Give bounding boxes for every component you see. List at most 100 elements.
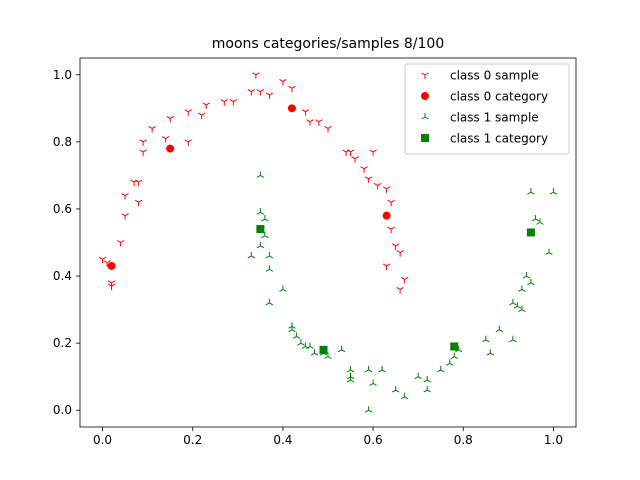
y-tick-label-4: 0.8 (53, 135, 72, 149)
series-2-point-36 (482, 335, 490, 343)
series-0-point-28 (306, 119, 314, 126)
y-tick-label-3: 0.6 (53, 202, 72, 216)
series-0-point-43 (382, 263, 391, 270)
y-tick-label-0: 0.0 (53, 403, 72, 417)
series-0-point-0 (98, 256, 107, 264)
series-2-point-12 (292, 332, 301, 339)
series-2-point-8 (265, 298, 274, 306)
legend-label-0: class 0 sample (450, 69, 539, 83)
legend-marker-2 (421, 113, 429, 120)
series-3-point-3 (526, 228, 535, 237)
series-2-point-16 (310, 349, 319, 356)
series-0-point-21 (247, 89, 256, 96)
series-0-point-42 (396, 250, 404, 257)
legend-marker-0 (421, 72, 429, 79)
series-2-point-7 (265, 251, 274, 259)
y-tick-label-2: 0.4 (53, 269, 72, 283)
series-2-point-3 (256, 241, 265, 249)
series-2-point-18 (324, 352, 332, 359)
series-0-point-36 (369, 149, 377, 156)
y-tick-label-1: 0.2 (53, 336, 72, 350)
series-2-point-42 (518, 285, 526, 292)
series-0-point-13 (161, 136, 170, 143)
series-2-point-47 (531, 215, 540, 222)
series-2-point-25 (369, 379, 377, 386)
series-2-point-41 (513, 302, 522, 309)
series-0-point-39 (387, 199, 395, 207)
series-0-point-41 (391, 243, 400, 250)
series-2-point-24 (364, 406, 373, 413)
series-0-point-12 (148, 126, 156, 133)
series-0-point-17 (198, 112, 206, 120)
series-2-point-6 (265, 265, 274, 272)
series-0-point-19 (220, 99, 229, 106)
series-2-point-22 (346, 376, 355, 383)
series-2-point-20 (346, 365, 355, 373)
series-3-point-2 (450, 342, 459, 351)
series-2-point-45 (527, 278, 535, 286)
x-tick-label-2: 0.4 (273, 433, 292, 447)
legend-label-3: class 1 category (450, 132, 548, 146)
chart-title: moons categories/samples 8/100 (212, 36, 444, 52)
x-tick-label-1: 0.2 (183, 433, 202, 447)
series-0-point-25 (279, 79, 287, 86)
x-tick-label-5: 1.0 (544, 433, 563, 447)
plot-area (98, 72, 558, 413)
series-0-point-18 (202, 102, 210, 109)
series-0-point-27 (301, 109, 310, 116)
series-1-point-3 (382, 211, 391, 220)
series-0-point-24 (265, 92, 274, 99)
series-2-point-44 (522, 272, 531, 279)
series-2-point-10 (288, 322, 296, 329)
legend-box (404, 63, 570, 155)
legend: class 0 sample class 0 category class 1 sa… (404, 63, 570, 155)
series-2-point-32 (437, 365, 445, 373)
series-0-point-11 (139, 139, 147, 146)
series-0-point-44 (400, 276, 409, 284)
series-0-point-32 (346, 149, 355, 156)
series-2-point-14 (301, 342, 310, 349)
series-0-point-26 (288, 85, 296, 93)
series-0-point-15 (184, 139, 192, 146)
series-0-point-33 (351, 156, 359, 163)
series-3-point-0 (256, 225, 265, 234)
series-0-point-7 (130, 179, 138, 187)
series-0-point-45 (396, 287, 404, 294)
series-0-point-4 (116, 240, 125, 247)
series-2-point-27 (391, 386, 400, 393)
series-0-point-31 (342, 149, 350, 156)
series-2-point-50 (549, 188, 558, 195)
series-2-point-5 (261, 231, 269, 239)
series-2-point-38 (495, 325, 504, 333)
series-0-point-9 (134, 199, 143, 207)
series-2-point-23 (364, 365, 373, 373)
series-2-point-31 (423, 386, 431, 393)
series-2-point-19 (337, 345, 346, 353)
series-2-point-11 (288, 325, 296, 333)
series-2-point-34 (450, 352, 458, 359)
series-0-point-3 (107, 283, 116, 291)
series-0-point-38 (382, 186, 391, 193)
series-2-point-1 (256, 171, 265, 178)
series-2-point-15 (306, 342, 314, 349)
series-2-point-33 (446, 359, 454, 366)
axes-frame (79, 57, 577, 428)
series-2-point-29 (414, 372, 422, 380)
series-0-point-35 (364, 176, 373, 183)
series-0-point-8 (134, 179, 143, 187)
series-0-point-29 (315, 119, 323, 126)
series-2-point-26 (378, 365, 386, 373)
series-2-point-49 (545, 248, 553, 255)
series-2-point-9 (279, 285, 287, 292)
series-2-point-30 (423, 376, 431, 383)
series-0-point-40 (387, 226, 395, 234)
series-0-point-23 (256, 89, 265, 96)
series-2-point-46 (527, 188, 535, 195)
series-2-point-39 (509, 298, 517, 306)
x-tick-label-3: 0.6 (364, 433, 383, 447)
series-2-point-37 (486, 349, 495, 356)
legend-marker-3 (421, 134, 429, 142)
series-2-point-4 (261, 215, 269, 222)
series-0-point-1 (103, 260, 111, 267)
